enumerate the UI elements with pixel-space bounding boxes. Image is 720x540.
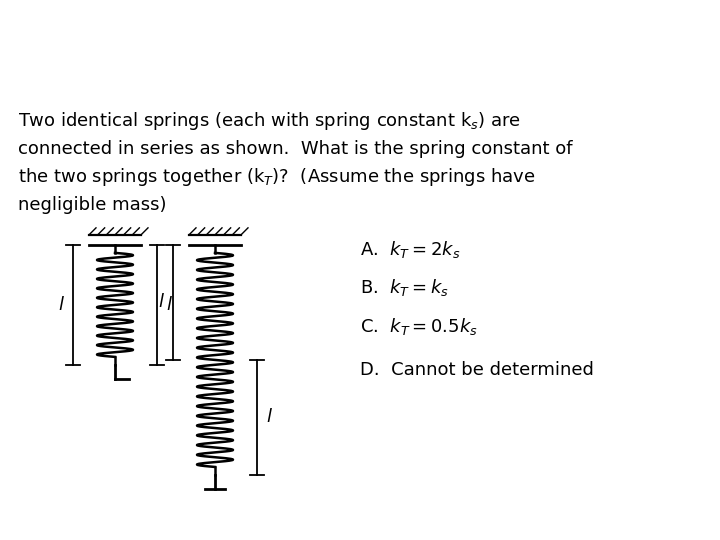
Text: l: l — [266, 408, 271, 427]
Text: B.  $k_T = k_s$: B. $k_T = k_s$ — [360, 278, 449, 299]
Text: Vertical Springs IV: Vertical Springs IV — [104, 31, 423, 60]
Text: l: l — [166, 296, 171, 314]
Text: A.  $k_T = 2k_s$: A. $k_T = 2k_s$ — [360, 239, 460, 260]
Text: l: l — [58, 296, 63, 314]
Text: C.  $k_T = 0.5k_s$: C. $k_T = 0.5k_s$ — [360, 316, 478, 338]
Text: l: l — [158, 293, 163, 312]
Text: Two identical springs (each with spring constant k$_s$) are
connected in series : Two identical springs (each with spring … — [18, 110, 572, 214]
Text: D.  Cannot be determined: D. Cannot be determined — [360, 361, 594, 379]
